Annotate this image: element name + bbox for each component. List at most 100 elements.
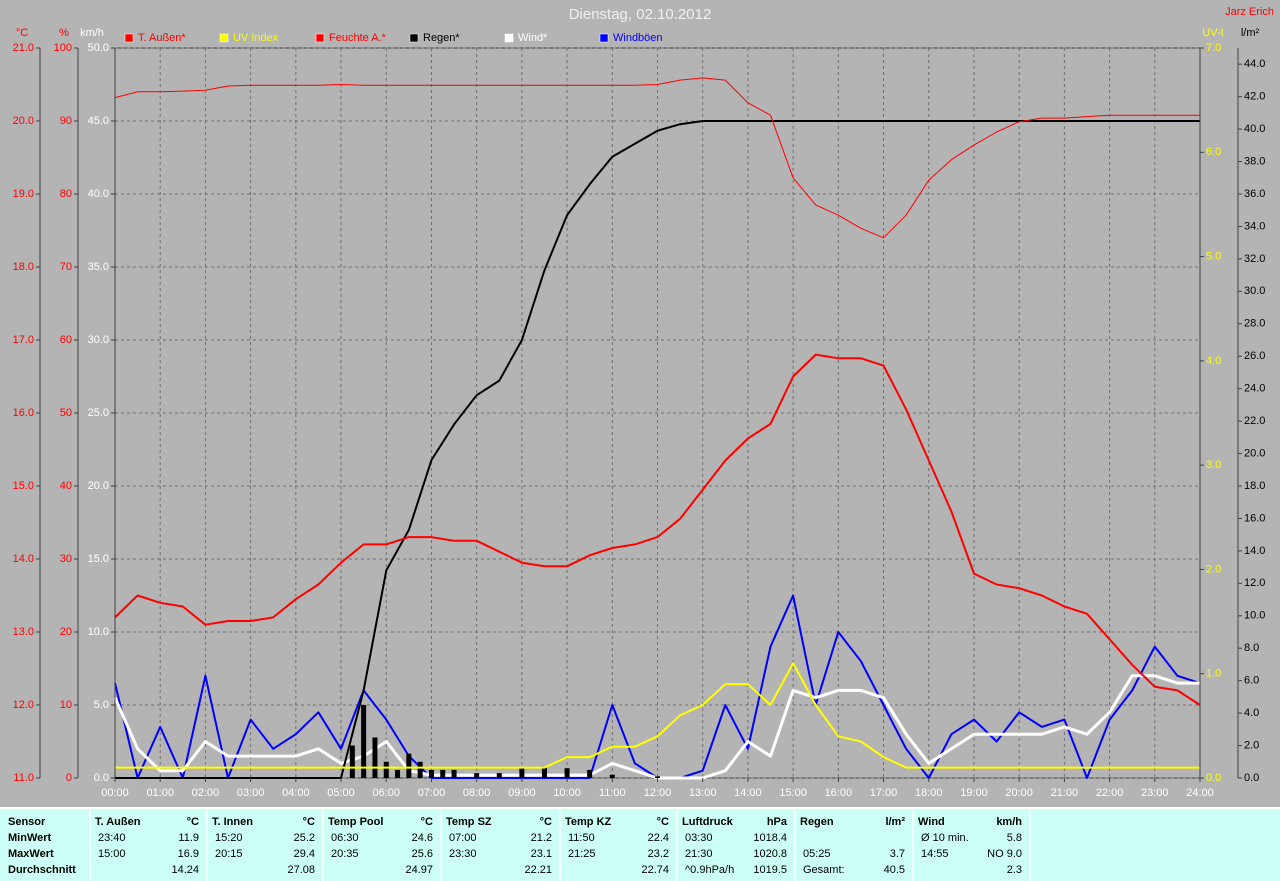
cell-value: 1020.8 (753, 848, 787, 860)
cell-time: 20:35 (331, 848, 359, 860)
x-tick-label: 19:00 (960, 787, 988, 799)
row-label: MaxWert (8, 848, 54, 860)
author: Jarz Erich (1225, 6, 1274, 18)
y-tick-label: 6.0 (1206, 146, 1221, 158)
x-tick-label: 01:00 (146, 787, 174, 799)
group-unit: °C (303, 816, 315, 828)
rain-bar (541, 766, 547, 778)
y-tick-label: 100 (54, 42, 72, 54)
group-name: Temp Pool (328, 816, 383, 828)
group-unit: l/m² (885, 816, 905, 828)
rain-bar (417, 761, 423, 778)
cell-time: 14:55 (921, 848, 949, 860)
cell-time: 21:30 (685, 848, 713, 860)
x-tick-label: 22:00 (1096, 787, 1124, 799)
y-tick-label: 18.0 (13, 261, 34, 273)
x-tick-label: 03:00 (237, 787, 265, 799)
rain-bar (395, 769, 401, 778)
group-name: T. Innen (212, 816, 253, 828)
y-tick-label: 28.0 (1244, 318, 1265, 330)
y-tick-label: 40 (60, 480, 72, 492)
series-line (114, 353, 1201, 706)
y-tick-label: 40.0 (1244, 123, 1265, 135)
cell-time: 23:30 (449, 848, 477, 860)
axis-unit: km/h (80, 27, 104, 39)
y-tick-label: 16.0 (13, 407, 34, 419)
x-tick-label: 08:00 (463, 787, 491, 799)
x-tick-label: 16:00 (825, 787, 853, 799)
rain-bar (474, 773, 480, 778)
y-tick-label: 12.0 (13, 699, 34, 711)
y-tick-label: 0.0 (1206, 772, 1221, 784)
y-tick-label: 22.0 (1244, 415, 1265, 427)
cell-value: 24.6 (412, 832, 433, 844)
cell-value: 24.97 (405, 864, 433, 876)
cell-time: 07:00 (449, 832, 477, 844)
legend-swatch (315, 33, 325, 43)
cell-value: 3.7 (890, 848, 905, 860)
axis-unit: UV-I (1202, 27, 1223, 39)
group-name: T. Außen (95, 816, 141, 828)
cell-time: 06:30 (331, 832, 359, 844)
stats-table: Sensor MinWert MaxWert Durchschnitt T. Außen… (0, 807, 1280, 881)
cell-value: 11.9 (178, 832, 199, 844)
y-tick-label: 20.0 (88, 480, 109, 492)
rain-bar (372, 737, 378, 778)
header-label: Sensor (8, 816, 46, 828)
x-tick-label: 15:00 (779, 787, 807, 799)
cell-value: 1019.5 (753, 864, 787, 876)
cell-time: Ø 10 min. (921, 832, 969, 844)
cell-time: Gesamt: (803, 864, 845, 876)
cell-value: 16.9 (178, 848, 199, 860)
legend-label: UV Index (233, 32, 279, 44)
y-tick-label: 10.0 (1244, 610, 1265, 622)
axes: 00:00 01:00 02:00 03:00 04:00 05:00 06:00 07:00… (13, 27, 1266, 799)
rain-bar (428, 769, 434, 778)
axis-unit: l/m² (1241, 27, 1260, 39)
y-tick-label: 20 (60, 626, 72, 638)
y-tick-label: 36.0 (1244, 188, 1265, 200)
y-tick-label: 17.0 (13, 334, 34, 346)
cell-time: 15:20 (215, 832, 243, 844)
y-tick-label: 70 (60, 261, 72, 273)
cell-time: 15:00 (98, 848, 126, 860)
group-unit: °C (421, 816, 433, 828)
legend-label: Feuchte A.* (329, 32, 387, 44)
cell-time: 20:15 (215, 848, 243, 860)
legend-label: Windböen (613, 32, 663, 44)
cell-value: 22.4 (648, 832, 669, 844)
rain-bar (655, 776, 660, 778)
y-tick-label: 25.0 (88, 407, 109, 419)
series-line (114, 77, 1200, 239)
legend-label: Wind* (518, 32, 548, 44)
cell-value: 25.6 (412, 848, 433, 860)
cell-value: 40.5 (884, 864, 905, 876)
cell-value: NO 9.0 (987, 848, 1022, 860)
cell-value: 5.8 (1007, 832, 1022, 844)
y-tick-label: 15.0 (13, 480, 34, 492)
x-tick-label: 07:00 (418, 787, 446, 799)
y-tick-label: 38.0 (1244, 155, 1265, 167)
y-tick-label: 4.0 (1206, 355, 1221, 367)
legend-swatch (219, 33, 229, 43)
y-tick-label: 44.0 (1244, 58, 1265, 70)
x-tick-label: 11:00 (599, 787, 626, 799)
x-tick-label: 05:00 (327, 787, 355, 799)
y-tick-label: 42.0 (1244, 91, 1265, 103)
group-name: Regen (800, 816, 834, 828)
y-tick-label: 12.0 (1244, 577, 1265, 589)
y-tick-label: 2.0 (1206, 563, 1221, 575)
y-tick-label: 5.0 (1206, 250, 1221, 262)
y-tick-label: 6.0 (1244, 675, 1259, 687)
y-tick-label: 30.0 (88, 334, 109, 346)
y-tick-label: 45.0 (88, 115, 109, 127)
y-tick-label: 0 (66, 772, 72, 784)
cell-value: 14.24 (171, 864, 199, 876)
group-name: Luftdruck (682, 816, 734, 828)
y-tick-label: 32.0 (1244, 253, 1265, 265)
legend-swatch (504, 33, 514, 43)
x-tick-label: 13:00 (689, 787, 717, 799)
cell-time: ^0.9hPa/h (685, 864, 734, 876)
y-tick-label: 50.0 (88, 42, 109, 54)
